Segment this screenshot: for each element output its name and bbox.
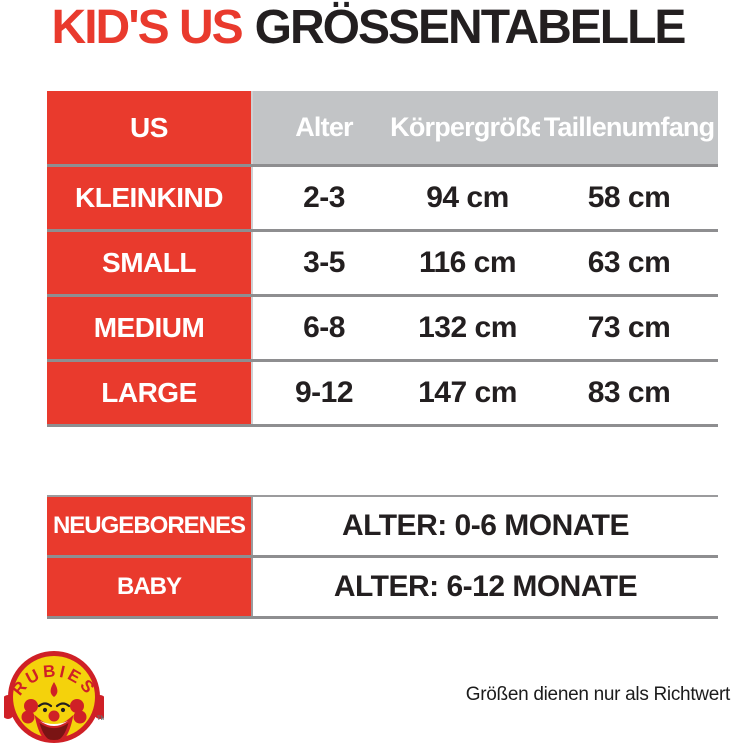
size-table: US Alter Körpergröße Taillenumfang KLEIN… <box>47 91 718 427</box>
size-disclaimer: Größen dienen nur als Richtwert <box>465 684 731 705</box>
title-kids-us: KID'S US <box>51 1 244 54</box>
alter-value: 3-5 <box>303 246 345 279</box>
table-row-baby: BABY ALTER: 6-12 MONATE <box>47 558 718 616</box>
header-alter: Alter <box>253 91 395 164</box>
size-label: NEUGEBORENES <box>47 497 253 555</box>
alter-value: 9-12 <box>294 376 354 409</box>
alter-value: 2-3 <box>303 181 345 214</box>
table-row-kleinkind: KLEINKIND 2-3 94 cm 58 cm <box>47 167 718 232</box>
taillenumfang-value: 83 cm <box>587 376 671 409</box>
trademark-symbol: TM <box>97 716 104 722</box>
size-table-header-row: US Alter Körpergröße Taillenumfang <box>47 91 718 167</box>
taillenumfang-value: 63 cm <box>587 246 671 279</box>
table-row-large: LARGE 9-12 147 cm 83 cm <box>47 362 718 424</box>
header-us: US <box>47 91 253 164</box>
alter-value: 6-8 <box>303 311 345 344</box>
taillenumfang-value: 73 cm <box>587 311 671 344</box>
baby-size-table: NEUGEBORENES ALTER: 0-6 MONATE BABY ALTE… <box>47 495 718 619</box>
title-groessentabelle: GRÖSSENTABELLE <box>254 1 687 54</box>
table-row-neugeborenes: NEUGEBORENES ALTER: 0-6 MONATE <box>47 497 718 558</box>
table-row-medium: MEDIUM 6-8 132 cm 73 cm <box>47 297 718 362</box>
age-range-value: ALTER: 6-12 MONATE <box>253 558 718 616</box>
page-title: KID'S US GRÖSSENTABELLE <box>0 2 736 54</box>
rubies-logo: RUBIES TM <box>4 651 104 743</box>
size-label: SMALL <box>47 232 253 294</box>
taillenumfang-value: 58 cm <box>587 181 671 214</box>
koerpergroesse-value: 147 cm <box>418 376 517 409</box>
size-label: LARGE <box>47 362 253 424</box>
koerpergroesse-value: 116 cm <box>418 246 517 279</box>
header-taillenumfang: Taillenumfang <box>540 91 718 164</box>
size-label: MEDIUM <box>47 297 253 359</box>
koerpergroesse-value: 132 cm <box>418 311 517 344</box>
table-row-small: SMALL 3-5 116 cm 63 cm <box>47 232 718 297</box>
size-label: KLEINKIND <box>47 167 253 229</box>
header-koerpergroesse: Körpergröße <box>390 91 546 164</box>
age-range-value: ALTER: 0-6 MONATE <box>253 497 718 555</box>
koerpergroesse-value: 94 cm <box>426 181 509 214</box>
size-label: BABY <box>47 558 253 616</box>
